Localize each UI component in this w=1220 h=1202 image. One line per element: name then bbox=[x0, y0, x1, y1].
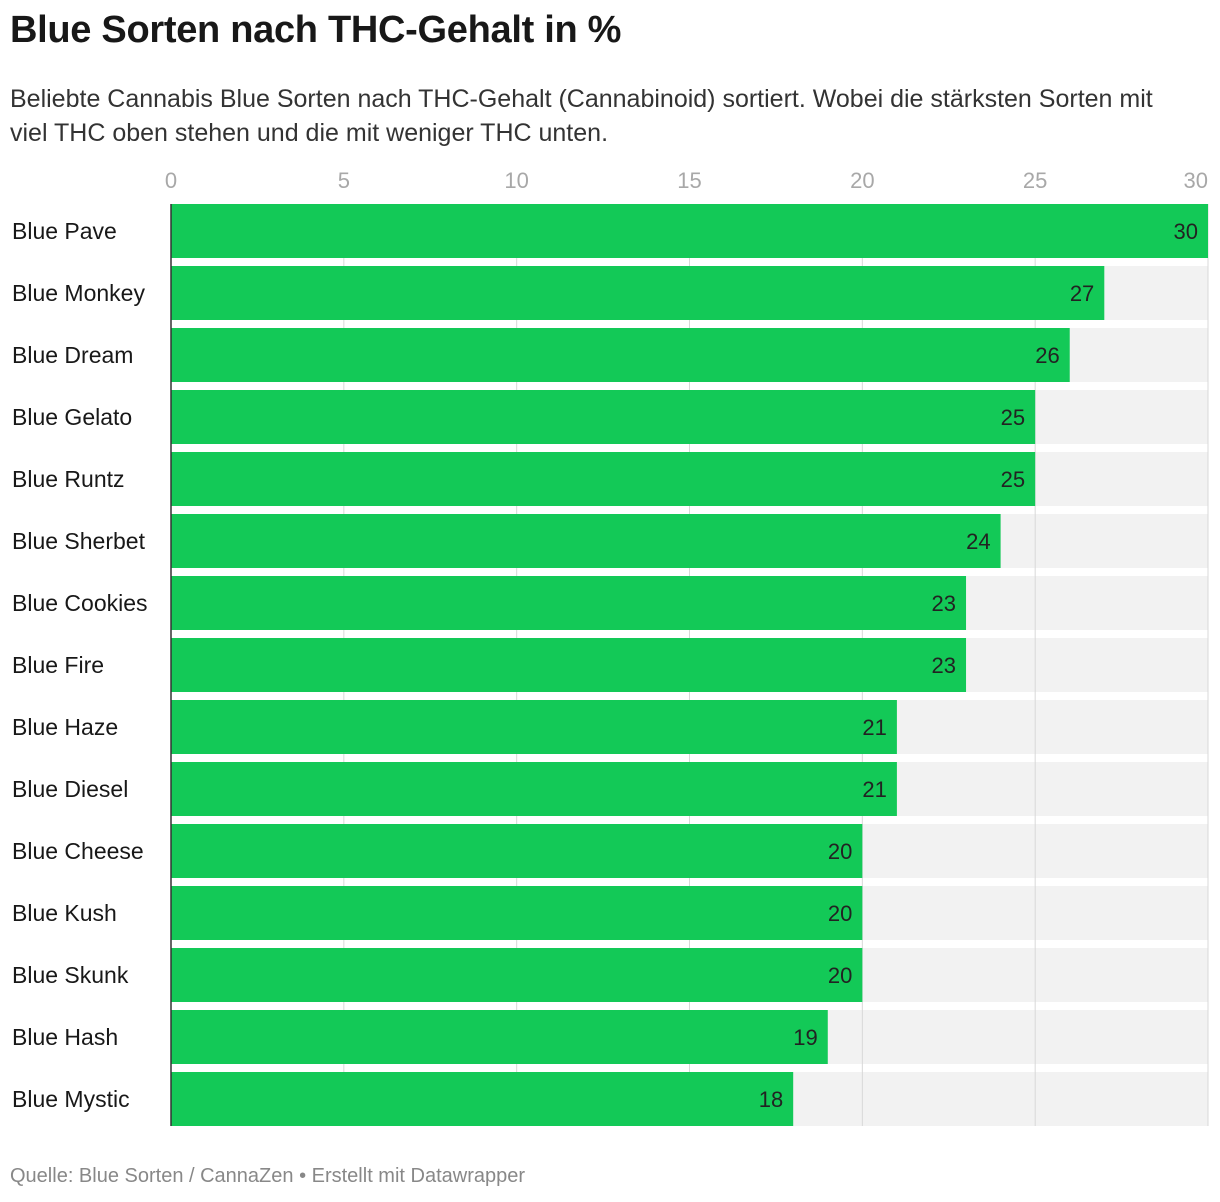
value-label: 23 bbox=[932, 591, 956, 616]
value-label: 23 bbox=[932, 653, 956, 678]
bar bbox=[171, 824, 863, 878]
chart-subtitle: Beliebte Cannabis Blue Sorten nach THC-G… bbox=[10, 85, 1153, 147]
bar bbox=[171, 948, 863, 1002]
category-label: Blue Pave bbox=[12, 218, 117, 244]
x-tick-label: 15 bbox=[677, 168, 701, 193]
bar bbox=[171, 700, 897, 754]
value-label: 20 bbox=[828, 839, 852, 864]
category-label: Blue Kush bbox=[12, 900, 117, 926]
category-label: Blue Hash bbox=[12, 1024, 118, 1050]
bar bbox=[171, 266, 1105, 320]
bar bbox=[171, 576, 967, 630]
value-label: 24 bbox=[966, 529, 990, 554]
value-label: 26 bbox=[1035, 343, 1059, 368]
category-label: Blue Mystic bbox=[12, 1086, 130, 1112]
bar bbox=[171, 390, 1036, 444]
x-tick-label: 0 bbox=[165, 168, 177, 193]
category-label: Blue Cookies bbox=[12, 590, 148, 616]
category-label: Blue Runtz bbox=[12, 466, 125, 492]
category-label: Blue Gelato bbox=[12, 404, 132, 430]
bar bbox=[171, 514, 1001, 568]
bar bbox=[171, 886, 863, 940]
category-label: Blue Skunk bbox=[12, 962, 129, 988]
chart-title: Blue Sorten nach THC-Gehalt in % bbox=[10, 9, 622, 51]
bar bbox=[171, 1072, 794, 1126]
x-tick-label: 10 bbox=[504, 168, 528, 193]
bar bbox=[171, 328, 1070, 382]
category-label: Blue Diesel bbox=[12, 776, 128, 802]
bar bbox=[171, 204, 1208, 258]
value-label: 19 bbox=[793, 1025, 817, 1050]
x-tick-label: 25 bbox=[1023, 168, 1047, 193]
bar bbox=[171, 762, 897, 816]
value-label: 25 bbox=[1001, 405, 1025, 430]
value-label: 30 bbox=[1174, 219, 1198, 244]
value-label: 18 bbox=[759, 1087, 783, 1112]
value-label: 21 bbox=[862, 715, 886, 740]
category-label: Blue Dream bbox=[12, 342, 133, 368]
category-label: Blue Fire bbox=[12, 652, 104, 678]
value-label: 20 bbox=[828, 901, 852, 926]
category-label: Blue Monkey bbox=[12, 280, 145, 306]
x-tick-label: 20 bbox=[850, 168, 874, 193]
x-tick-label: 30 bbox=[1184, 168, 1208, 193]
bar bbox=[171, 1010, 828, 1064]
category-label: Blue Cheese bbox=[12, 838, 144, 864]
x-tick-label: 5 bbox=[338, 168, 350, 193]
bar bbox=[171, 452, 1036, 506]
category-label: Blue Sherbet bbox=[12, 528, 146, 554]
value-label: 21 bbox=[862, 777, 886, 802]
value-label: 20 bbox=[828, 963, 852, 988]
value-label: 27 bbox=[1070, 281, 1094, 306]
bar bbox=[171, 638, 967, 692]
source-footer: Quelle: Blue Sorten / CannaZen • Erstell… bbox=[10, 1165, 526, 1187]
category-label: Blue Haze bbox=[12, 714, 118, 740]
value-label: 25 bbox=[1001, 467, 1025, 492]
